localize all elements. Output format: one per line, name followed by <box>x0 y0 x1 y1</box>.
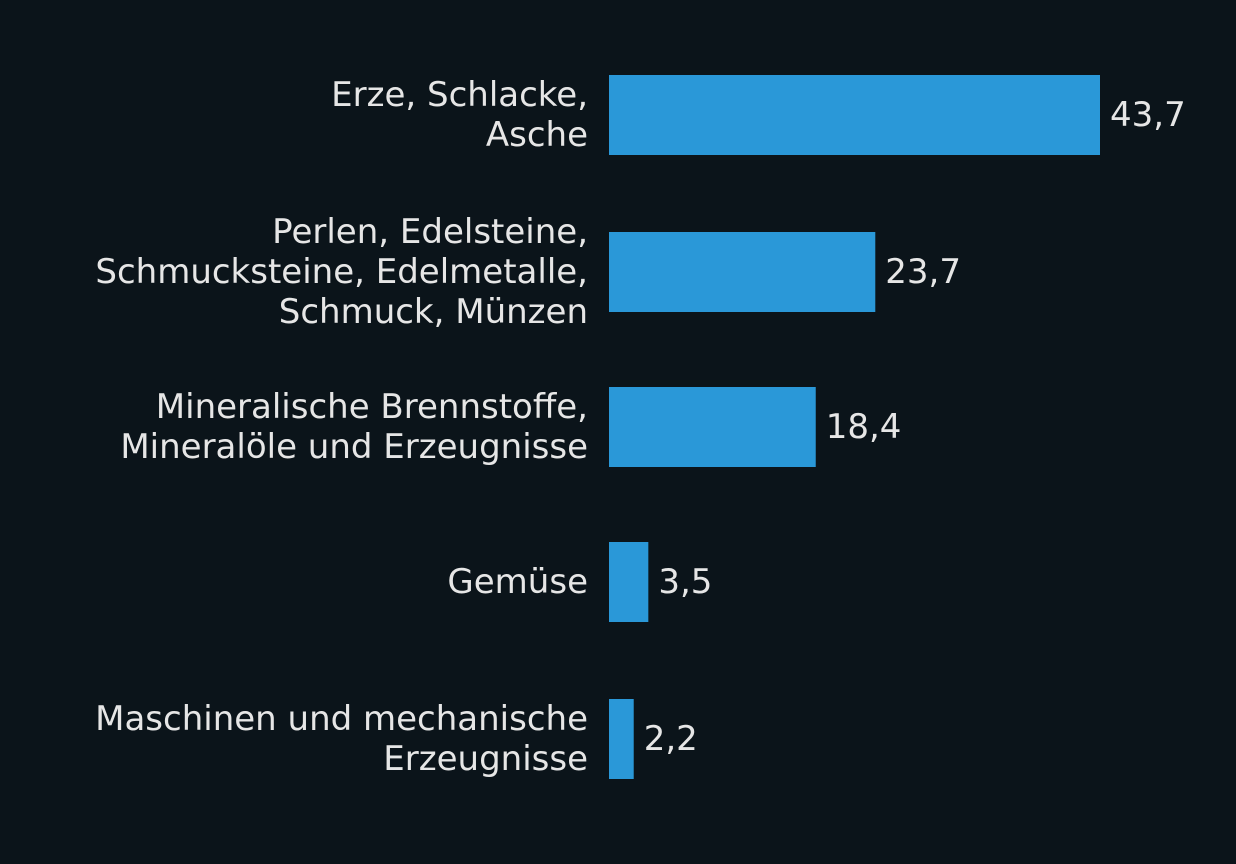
category-label-1-line-2: Schmuck, Münzen <box>279 292 588 332</box>
bar-1 <box>609 232 876 312</box>
value-label-0: 43,7 <box>1110 95 1186 135</box>
category-label-4-line-0: Maschinen und mechanische <box>95 699 588 739</box>
bar-2 <box>609 387 816 467</box>
category-label-1-line-1: Schmucksteine, Edelmetalle, <box>95 252 588 292</box>
bar-4 <box>609 699 634 779</box>
category-label-0-line-1: Asche <box>486 115 588 155</box>
category-label-4-line-1: Erzeugnisse <box>383 739 588 779</box>
category-label-1-line-0: Perlen, Edelsteine, <box>272 212 588 252</box>
value-label-2: 18,4 <box>826 407 902 447</box>
value-label-3: 3,5 <box>658 562 712 602</box>
value-label-1: 23,7 <box>885 252 961 292</box>
bar-0 <box>609 75 1100 155</box>
value-label-4: 2,2 <box>644 719 698 759</box>
category-label-2-line-1: Mineralöle und Erzeugnisse <box>120 427 588 467</box>
category-label-0-line-0: Erze, Schlacke, <box>331 75 588 115</box>
category-label-2-line-0: Mineralische Brennstoffe, <box>156 387 588 427</box>
category-label-3-line-0: Gemüse <box>447 562 588 602</box>
bar-3 <box>609 542 649 622</box>
